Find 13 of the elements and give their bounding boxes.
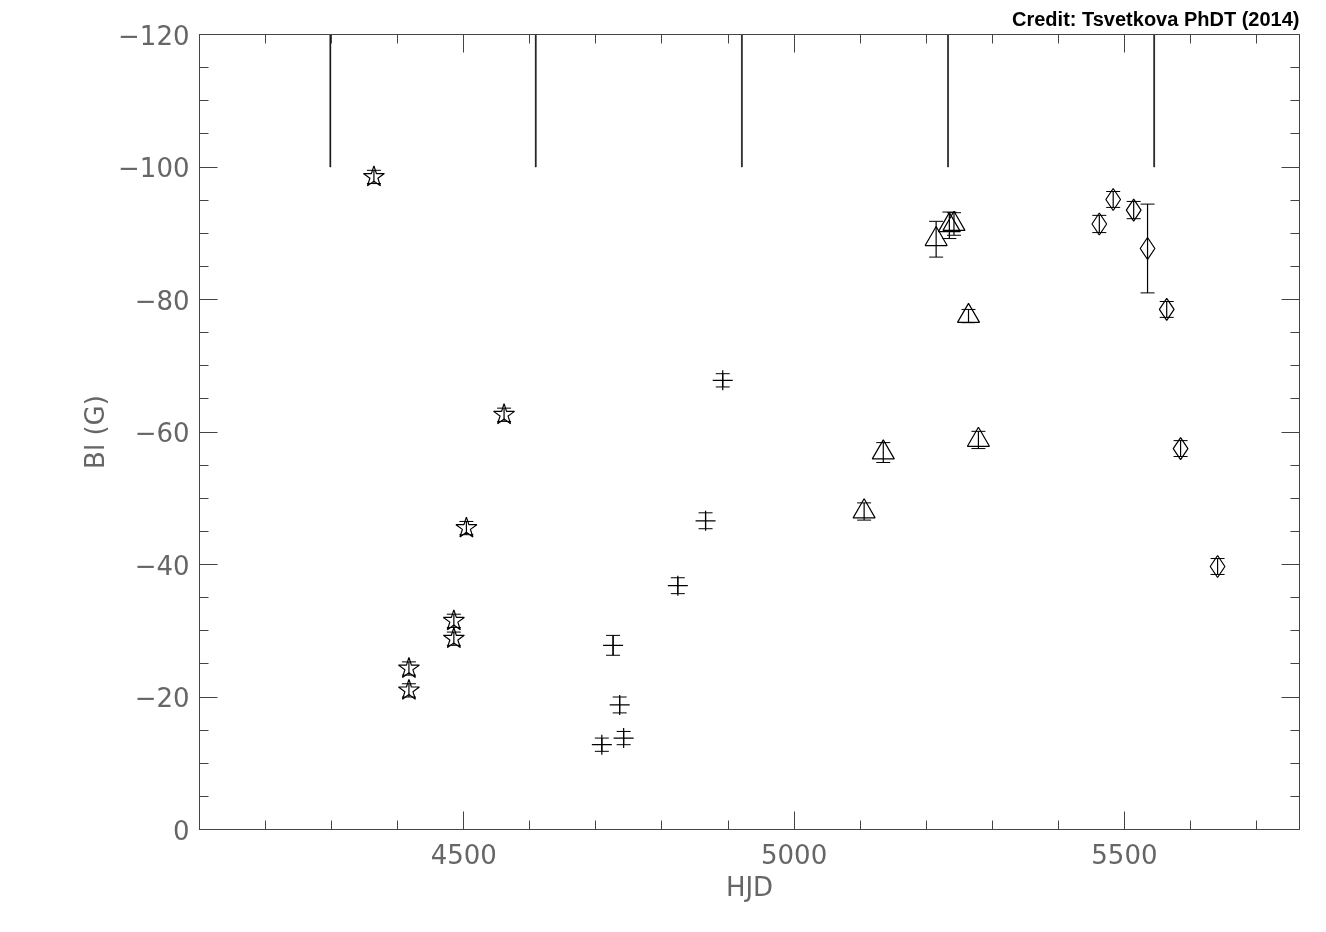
y-tick-label: −80	[134, 285, 190, 316]
y-tick-label: −40	[134, 550, 190, 581]
x-tick-label: 5500	[1091, 839, 1158, 870]
x-tick-label: 5000	[761, 839, 828, 870]
y-tick-label: −100	[118, 153, 190, 183]
text: Credit: Tsvetkova PhDT (2014)	[1012, 7, 1300, 30]
x-axis-title: HJD	[725, 871, 774, 902]
y-tick-label: −120	[118, 20, 190, 51]
y-tick-label: 0	[172, 815, 190, 846]
y-tick-label: −20	[134, 683, 190, 713]
x-tick-label: 4500	[430, 839, 497, 870]
y-tick-label: −60	[134, 418, 190, 448]
y-axis-title: Bl (G)	[80, 395, 111, 469]
